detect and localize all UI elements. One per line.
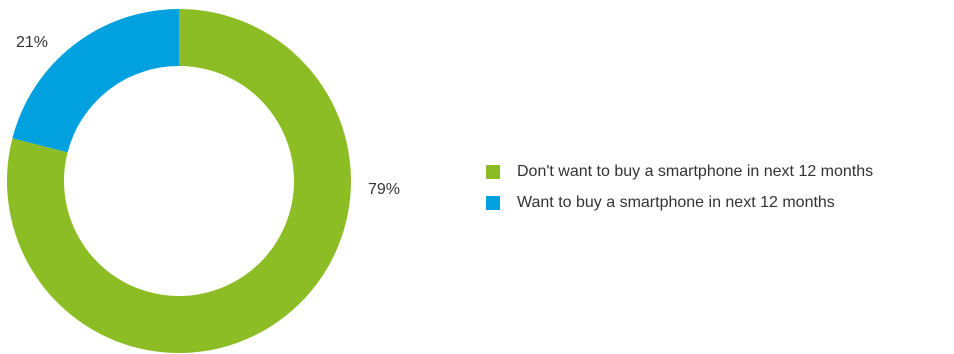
legend-label-dont-want: Don't want to buy a smartphone in next 1… bbox=[517, 162, 874, 180]
data-labels: 79% 21% bbox=[16, 34, 400, 198]
legend-swatch-want bbox=[486, 195, 500, 210]
data-label-want: 21% bbox=[16, 34, 48, 51]
legend-item-want[interactable]: Want to buy a smartphone in next 12 mont… bbox=[486, 191, 873, 214]
donut-slices bbox=[7, 9, 352, 353]
legend-label-want: Want to buy a smartphone in next 12 mont… bbox=[517, 193, 835, 211]
legend-swatch-dont-want bbox=[486, 164, 500, 179]
legend-item-dont-want[interactable]: Don't want to buy a smartphone in next 1… bbox=[486, 160, 873, 183]
donut-slice-want[interactable] bbox=[12, 9, 179, 153]
chart-legend: Don't want to buy a smartphone in next 1… bbox=[486, 160, 873, 214]
data-label-dont-want: 79% bbox=[368, 181, 400, 198]
donut-slice-dont-want[interactable] bbox=[7, 9, 352, 353]
